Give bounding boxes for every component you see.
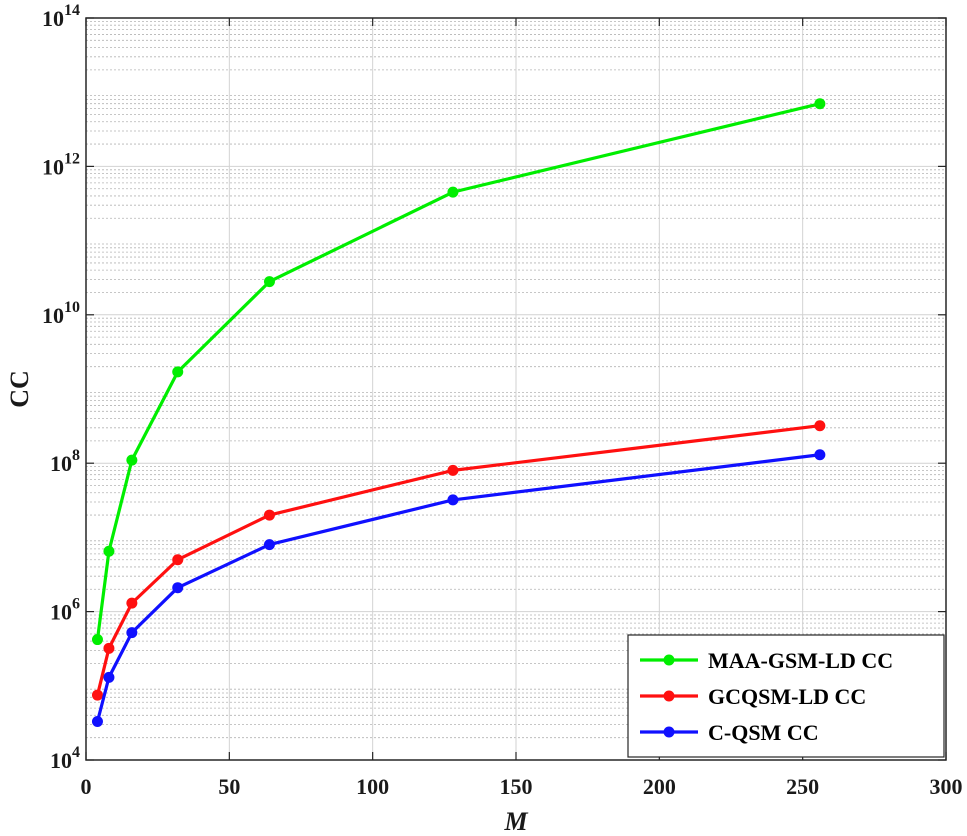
data-point [447,494,459,506]
y-tick-label: 1010 [42,299,80,328]
grid [86,18,946,760]
x-tick-label: 300 [930,774,963,799]
data-point [447,464,459,476]
data-point [172,554,184,566]
y-tick-label: 108 [50,447,80,476]
axes: 0 50 100 150 200 250 300 104 106 108 1010 1012 1014 M… [5,2,963,836]
x-axis-label: M [503,807,528,836]
legend-marker [663,690,675,702]
legend: MAA-GSM-LD CC GCQSM-LD CC C-QSM CC [627,634,945,758]
x-tick-label: 100 [356,774,389,799]
y-axis-label: CC [5,370,34,408]
y-tick-label: 1012 [42,150,80,179]
data-point [91,634,103,646]
data-point [447,186,459,198]
data-point [103,545,115,557]
x-tick-label: 0 [81,774,92,799]
data-point [172,366,184,378]
legend-label: GCQSM-LD CC [708,684,866,709]
y-tick-label: 1014 [42,2,80,31]
data-point [263,509,275,521]
data-point [172,582,184,594]
legend-label: C-QSM CC [708,720,819,745]
data-point [103,642,115,654]
y-tick-label: 106 [50,596,80,625]
data-point [263,539,275,551]
data-point [814,98,826,110]
data-point [91,689,103,701]
legend-label: MAA-GSM-LD CC [708,648,893,673]
data-point [103,671,115,683]
y-tick-label: 104 [50,744,80,773]
legend-marker [663,654,675,666]
data-point [814,420,826,432]
data-point [126,597,138,609]
x-tick-label: 200 [643,774,676,799]
x-tick-label: 150 [500,774,533,799]
x-tick-label: 250 [786,774,819,799]
data-point [814,449,826,461]
data-point [263,276,275,288]
data-point [126,454,138,466]
data-point [126,627,138,639]
x-tick-label: 50 [218,774,240,799]
series-layer [91,98,826,728]
data-point [91,716,103,728]
legend-marker [663,726,675,738]
